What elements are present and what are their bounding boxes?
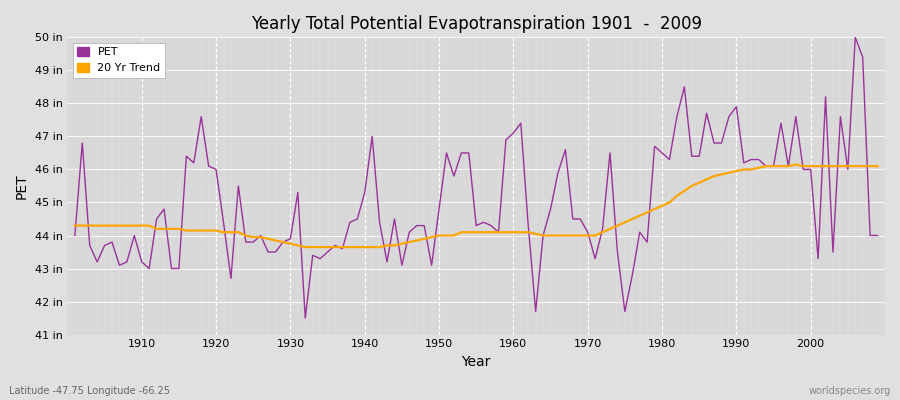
Title: Yearly Total Potential Evapotranspiration 1901  -  2009: Yearly Total Potential Evapotranspiratio… (251, 15, 702, 33)
Text: Latitude -47.75 Longitude -66.25: Latitude -47.75 Longitude -66.25 (9, 386, 170, 396)
X-axis label: Year: Year (462, 355, 490, 369)
Y-axis label: PET: PET (15, 173, 29, 199)
Legend: PET, 20 Yr Trend: PET, 20 Yr Trend (73, 43, 165, 78)
Text: worldspecies.org: worldspecies.org (809, 386, 891, 396)
